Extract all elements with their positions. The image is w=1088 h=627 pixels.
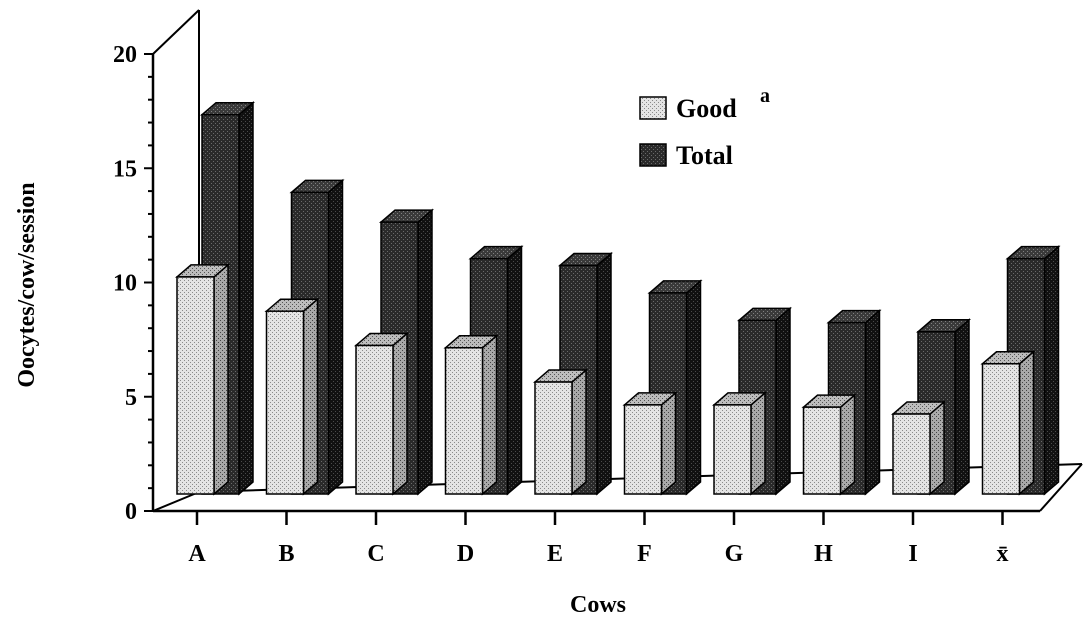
bar-good-6-side [750,391,766,496]
bar-good-3-front [444,347,484,495]
y-axis-title: Oocytes/cow/session [14,182,40,387]
x-tick-label-8: I [908,541,917,567]
bar-good-5 [622,391,678,496]
bar-good-8-front [892,413,931,495]
bar-total-0-side [238,101,254,496]
bar-total-6-side [775,306,791,496]
left-wall-top-edge [152,9,200,55]
bar-good-7 [801,393,857,496]
bar-good-9 [980,350,1036,496]
bar-good-1-side [302,297,319,496]
x-tick-label-6: G [725,541,744,567]
legend-swatch-good [639,96,667,120]
bar-total-3-side [506,245,523,496]
bar-total-2-side [417,208,433,496]
bar-good-8 [890,400,947,496]
y-axis: 0 5 10 15 20 [113,42,155,525]
bar-good-1-front [265,310,305,495]
legend-label-good: Good [676,94,737,123]
x-tick-label-3: D [457,541,474,567]
bar-good-2-side [392,331,408,496]
legend-item-good: Good a [639,85,770,123]
bar-good-0-side [213,263,229,496]
legend-superscript-good: a [760,85,770,107]
y-tick-label: 15 [113,156,137,182]
bar-good-9-side [1018,350,1035,496]
legend-item-total: Total [639,141,733,170]
y-tick-label: 5 [125,385,137,411]
x-tick-label-5: F [637,541,652,567]
bar-good-4-side [571,368,587,496]
bar-good-7-front [802,406,842,495]
bar-total-9-side [1043,245,1060,496]
bar-good-3 [443,334,499,496]
bar-good-7-side [839,393,856,496]
x-tick-label-1: B [278,541,294,567]
bar-good-2-front [355,344,394,495]
bar-total-8-side [954,318,970,496]
bar-total-4-side [596,251,612,496]
legend: Good a Total [639,85,770,170]
bar-good-0-front [176,276,215,495]
floor-left-edge [152,491,200,512]
x-tick-label-4: E [547,541,563,567]
x-tick-label-0: A [188,541,206,567]
bar-total-1-side [327,178,344,496]
x-tick-label-7: H [814,541,833,567]
bar-good-2 [353,331,410,496]
y-tick-label: 20 [113,42,137,68]
bar-good-0 [174,263,231,496]
bars [174,101,1061,496]
y-tick-label: 10 [113,271,137,297]
bar-good-8-side [929,400,945,496]
legend-label-total: Total [676,141,733,170]
legend-swatch-total [639,143,667,167]
bar-total-5-side [685,279,702,496]
bar-good-9-front [981,363,1021,495]
bar-good-6 [711,391,768,496]
bar-good-5-side [660,391,677,496]
bar-good-5-front [623,404,663,495]
bar-good-4 [532,368,589,496]
x-tick-label-9: x̄ [997,541,1009,567]
bar-total-7-side [864,308,881,496]
x-axis-title: Cows [570,592,626,618]
bar-good-3-side [481,334,498,496]
y-tick-label: 0 [125,499,137,525]
bar-good-6-front [713,404,752,495]
x-tick-label-2: C [367,541,384,567]
bar-good-4-front [534,381,573,495]
bar-good-1 [264,297,320,496]
floor-right-edge [1039,463,1083,512]
